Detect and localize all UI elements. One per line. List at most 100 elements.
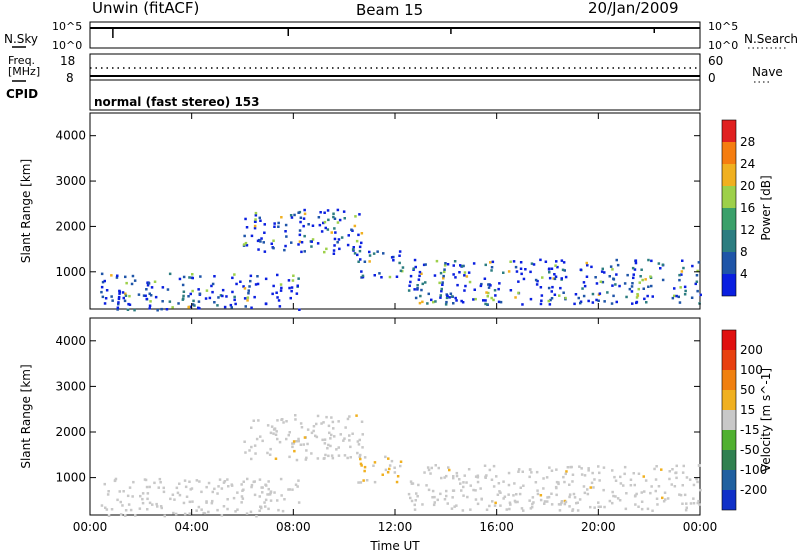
- data-cell: [337, 420, 340, 423]
- data-cell: [333, 244, 336, 247]
- data-cell: [514, 296, 517, 299]
- data-cell: [623, 472, 626, 476]
- data-cell: [485, 508, 489, 511]
- data-cell: [446, 263, 450, 266]
- data-cell: [297, 437, 300, 441]
- data-cell: [656, 503, 659, 506]
- colorbar-tick-label: 20: [740, 179, 755, 193]
- data-cell: [554, 264, 557, 267]
- data-cell: [623, 465, 627, 469]
- data-cell: [317, 216, 321, 219]
- data-cell: [489, 261, 492, 264]
- data-cell: [221, 288, 225, 292]
- data-cell: [197, 300, 201, 303]
- data-cell: [644, 278, 647, 281]
- data-cell: [692, 502, 696, 505]
- data-cell: [310, 431, 314, 435]
- data-cell: [343, 437, 346, 440]
- data-cell: [454, 276, 457, 279]
- colorbar-segment: [722, 274, 736, 296]
- data-cell: [122, 296, 125, 300]
- data-cell: [182, 501, 186, 505]
- data-cell: [491, 500, 494, 503]
- data-cell: [123, 299, 127, 303]
- data-cell: [153, 280, 157, 283]
- data-cell: [191, 289, 194, 293]
- data-cell: [277, 508, 280, 512]
- data-cell: [432, 300, 435, 304]
- data-cell: [547, 286, 551, 290]
- data-cell: [543, 500, 547, 503]
- data-cell: [213, 487, 216, 491]
- data-cell: [615, 273, 618, 276]
- data-cell: [559, 286, 562, 290]
- data-cell: [200, 490, 203, 494]
- data-cell: [310, 240, 313, 243]
- data-cell: [450, 507, 454, 510]
- data-cell: [254, 452, 257, 455]
- data-cell: [650, 485, 653, 488]
- data-cell: [295, 458, 299, 462]
- nsky-tick-bottom-right: 10^0: [708, 39, 739, 52]
- data-cell: [310, 245, 313, 248]
- data-cell: [188, 276, 191, 279]
- data-cell: [266, 451, 269, 455]
- data-cell: [315, 435, 319, 439]
- data-cell: [612, 277, 615, 280]
- nsky-tick-top-right: 10^5: [708, 20, 739, 33]
- data-cell: [625, 295, 628, 299]
- data-cell: [146, 508, 149, 511]
- data-cell: [115, 276, 119, 279]
- data-cell: [191, 303, 195, 306]
- data-cell: [507, 270, 511, 273]
- data-cell: [316, 414, 320, 418]
- data-cell: [141, 497, 144, 501]
- data-cell: [602, 466, 606, 469]
- data-cell: [147, 282, 151, 285]
- data-cell: [580, 473, 584, 476]
- data-cell: [283, 248, 286, 252]
- data-cell: [695, 280, 699, 283]
- data-cell: [509, 289, 513, 292]
- data-cell: [653, 467, 656, 471]
- data-cell: [671, 296, 675, 300]
- data-cell: [299, 422, 303, 425]
- data-cell: [577, 296, 580, 300]
- data-cell: [534, 481, 538, 484]
- data-cell: [571, 480, 574, 483]
- y-tick-label: 1000: [55, 265, 86, 279]
- data-cell: [290, 286, 294, 289]
- data-cell: [166, 288, 170, 291]
- data-cell: [203, 512, 207, 515]
- data-cell: [571, 509, 574, 512]
- data-cell: [343, 217, 346, 220]
- data-cell: [299, 443, 303, 446]
- data-cell: [390, 256, 394, 259]
- data-cell: [326, 447, 329, 450]
- data-cell: [260, 506, 263, 510]
- data-cell: [445, 300, 448, 304]
- data-cell: [609, 265, 613, 268]
- data-cell: [474, 489, 477, 492]
- data-cell: [528, 468, 532, 471]
- data-cell: [398, 250, 402, 253]
- data-cell: [443, 264, 447, 267]
- data-cell: [485, 474, 488, 477]
- data-cell: [348, 439, 351, 442]
- data-cell: [347, 234, 350, 237]
- data-cell: [349, 456, 352, 459]
- data-cell: [632, 273, 635, 276]
- data-cell: [332, 252, 336, 255]
- data-cell: [258, 509, 261, 512]
- data-cell: [568, 483, 571, 486]
- data-cell: [573, 302, 576, 306]
- data-cell: [315, 422, 318, 426]
- colorbar-tick-label: 8: [740, 245, 748, 259]
- data-cell: [388, 464, 392, 467]
- data-cell: [430, 466, 433, 470]
- data-cell: [642, 475, 645, 478]
- data-cell: [452, 273, 455, 276]
- data-cell: [417, 278, 421, 281]
- data-cell: [593, 506, 596, 509]
- data-cell: [297, 479, 300, 482]
